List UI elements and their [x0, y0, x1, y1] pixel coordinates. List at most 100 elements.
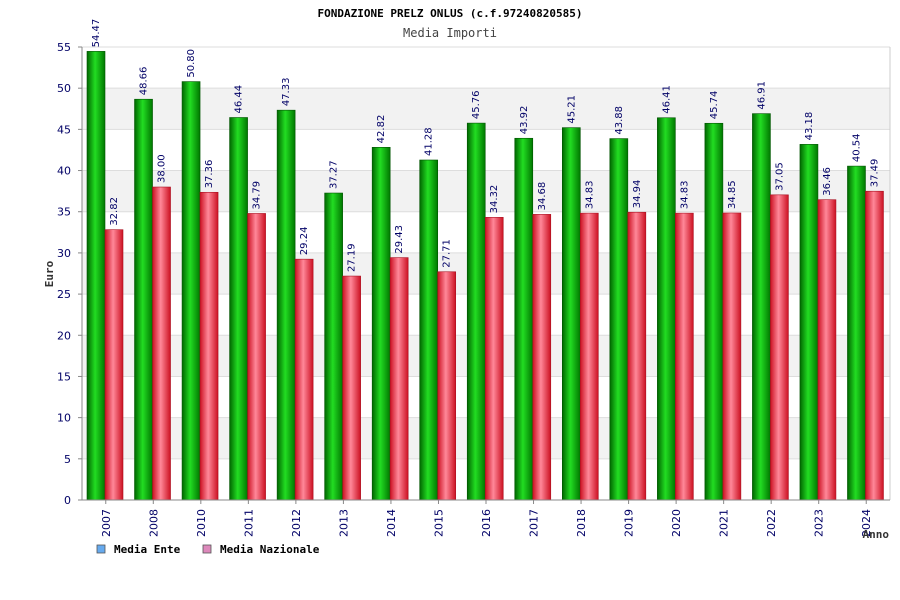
x-tick-label: 2013 — [337, 509, 350, 537]
data-label: 29.24 — [299, 227, 310, 256]
bar-media-nazionale-2022 — [770, 194, 789, 501]
data-label: 37.49 — [869, 159, 880, 188]
y-tick-label: 35 — [57, 206, 71, 219]
y-tick-label: 55 — [57, 41, 71, 54]
y-tick-label: 50 — [57, 82, 71, 95]
data-label: 36.46 — [822, 167, 833, 196]
bar-media-nazionale-2023 — [817, 199, 837, 501]
bar-media-ente-2020 — [657, 117, 676, 501]
bar-media-ente-2022 — [752, 113, 771, 501]
y-tick-label: 15 — [57, 370, 71, 383]
data-label: 46.91 — [756, 81, 767, 110]
bar-media-nazionale-2021 — [722, 212, 742, 501]
bar-media-nazionale-2014 — [389, 257, 409, 501]
bar-media-nazionale-2007 — [104, 229, 124, 501]
bar-media-ente-2010 — [181, 81, 201, 501]
data-label: 45.21 — [566, 95, 577, 124]
y-tick-label: 25 — [57, 288, 71, 301]
y-tick-label: 40 — [57, 165, 71, 178]
bar-media-nazionale-2017 — [532, 214, 552, 501]
bar-media-nazionale-2018 — [579, 212, 599, 501]
data-label: 34.85 — [727, 180, 738, 209]
data-label: 37.27 — [329, 160, 340, 189]
bar-media-ente-2023 — [799, 144, 819, 501]
bar-media-nazionale-2011 — [247, 213, 266, 501]
bar-media-nazionale-2019 — [627, 211, 647, 501]
x-tick-label: 2018 — [575, 509, 588, 537]
x-tick-label: 2024 — [860, 509, 873, 537]
data-label: 27.71 — [442, 239, 453, 268]
data-label: 34.68 — [537, 182, 548, 211]
bar-media-ente-2012 — [276, 109, 296, 501]
y-tick-label: 20 — [57, 329, 71, 342]
legend-swatch-media-ente — [96, 544, 106, 554]
x-tick-label: 2017 — [528, 509, 541, 537]
legend-swatch-media-nazionale — [202, 544, 212, 554]
data-label: 54.47 — [91, 19, 102, 48]
data-label: 45.74 — [709, 91, 720, 120]
chart-title: FONDAZIONE PRELZ ONLUS (c.f.97240820585) — [318, 7, 583, 20]
data-label: 29.43 — [394, 225, 405, 254]
legend: Media Ente Media Nazionale — [96, 543, 320, 556]
x-tick-label: 2016 — [480, 509, 493, 537]
x-axis-label: Anno — [863, 528, 890, 541]
x-tick-label: 2023 — [813, 509, 826, 537]
x-tick-label: 2021 — [718, 509, 731, 537]
data-label: 46.44 — [234, 85, 245, 114]
y-tick-label: 30 — [57, 247, 71, 260]
bar-media-ente-2016 — [466, 122, 486, 501]
bar-media-nazionale-2012 — [294, 258, 314, 501]
bar-media-nazionale-2013 — [342, 275, 361, 501]
x-tick-label: 2010 — [195, 509, 208, 537]
bar-media-ente-2013 — [324, 192, 343, 501]
bar-media-ente-2008 — [134, 98, 153, 501]
data-label: 48.66 — [139, 67, 150, 96]
y-tick-label: 0 — [64, 494, 71, 507]
bar-media-ente-2018 — [561, 127, 581, 501]
bar-media-nazionale-2010 — [199, 191, 219, 501]
x-tick-label: 2022 — [765, 509, 778, 537]
x-tick-label: 2007 — [100, 509, 113, 537]
data-label: 50.80 — [186, 49, 197, 78]
bar-media-ente-2019 — [609, 138, 629, 501]
bar-media-ente-2021 — [704, 122, 724, 501]
y-tick-label: 5 — [64, 453, 71, 466]
data-label: 34.83 — [584, 180, 595, 209]
bar-media-nazionale-2016 — [484, 217, 504, 501]
bar-media-ente-2014 — [371, 147, 391, 501]
chart-subtitle: Media Importi — [403, 26, 497, 40]
data-label: 43.18 — [804, 112, 815, 141]
data-label: 34.32 — [489, 185, 500, 214]
x-tick-label: 2008 — [147, 509, 160, 537]
legend-label-media-ente: Media Ente — [114, 543, 181, 556]
data-label: 42.82 — [376, 115, 387, 144]
data-label: 43.92 — [519, 106, 530, 135]
bar-media-ente-2024 — [847, 165, 866, 501]
data-label: 46.41 — [661, 85, 672, 114]
data-label: 40.54 — [851, 133, 862, 162]
x-axis-ticks: 2007 2008 2010 2011 2012 2013 2014 2015 2016 2017… — [100, 500, 873, 537]
x-tick-label: 2014 — [385, 509, 398, 537]
bar-media-ente-2015 — [419, 159, 439, 501]
x-tick-label: 2015 — [432, 509, 445, 537]
y-axis-label: Euro — [43, 260, 56, 287]
y-tick-label: 45 — [57, 123, 71, 136]
bar-media-ente-2011 — [229, 117, 248, 501]
data-label: 47.33 — [281, 78, 292, 107]
x-tick-label: 2019 — [623, 509, 636, 537]
data-label: 34.79 — [252, 181, 263, 210]
data-label: 43.88 — [614, 106, 625, 135]
x-tick-label: 2012 — [290, 509, 303, 537]
data-label: 32.82 — [109, 197, 120, 226]
y-tick-label: 10 — [57, 412, 71, 425]
legend-label-media-nazionale: Media Nazionale — [220, 543, 320, 556]
x-tick-label: 2020 — [670, 509, 683, 537]
data-label: 41.28 — [424, 127, 435, 156]
bars: 54.47 32.82 48.66 38.00 50.80 37.36 46.44 34.79… — [86, 19, 884, 501]
x-tick-label: 2011 — [242, 509, 255, 537]
bar-media-nazionale-2020 — [675, 212, 694, 501]
bar-media-nazionale-2024 — [865, 190, 884, 501]
data-label: 38.00 — [157, 154, 168, 183]
data-label: 45.76 — [471, 90, 482, 119]
